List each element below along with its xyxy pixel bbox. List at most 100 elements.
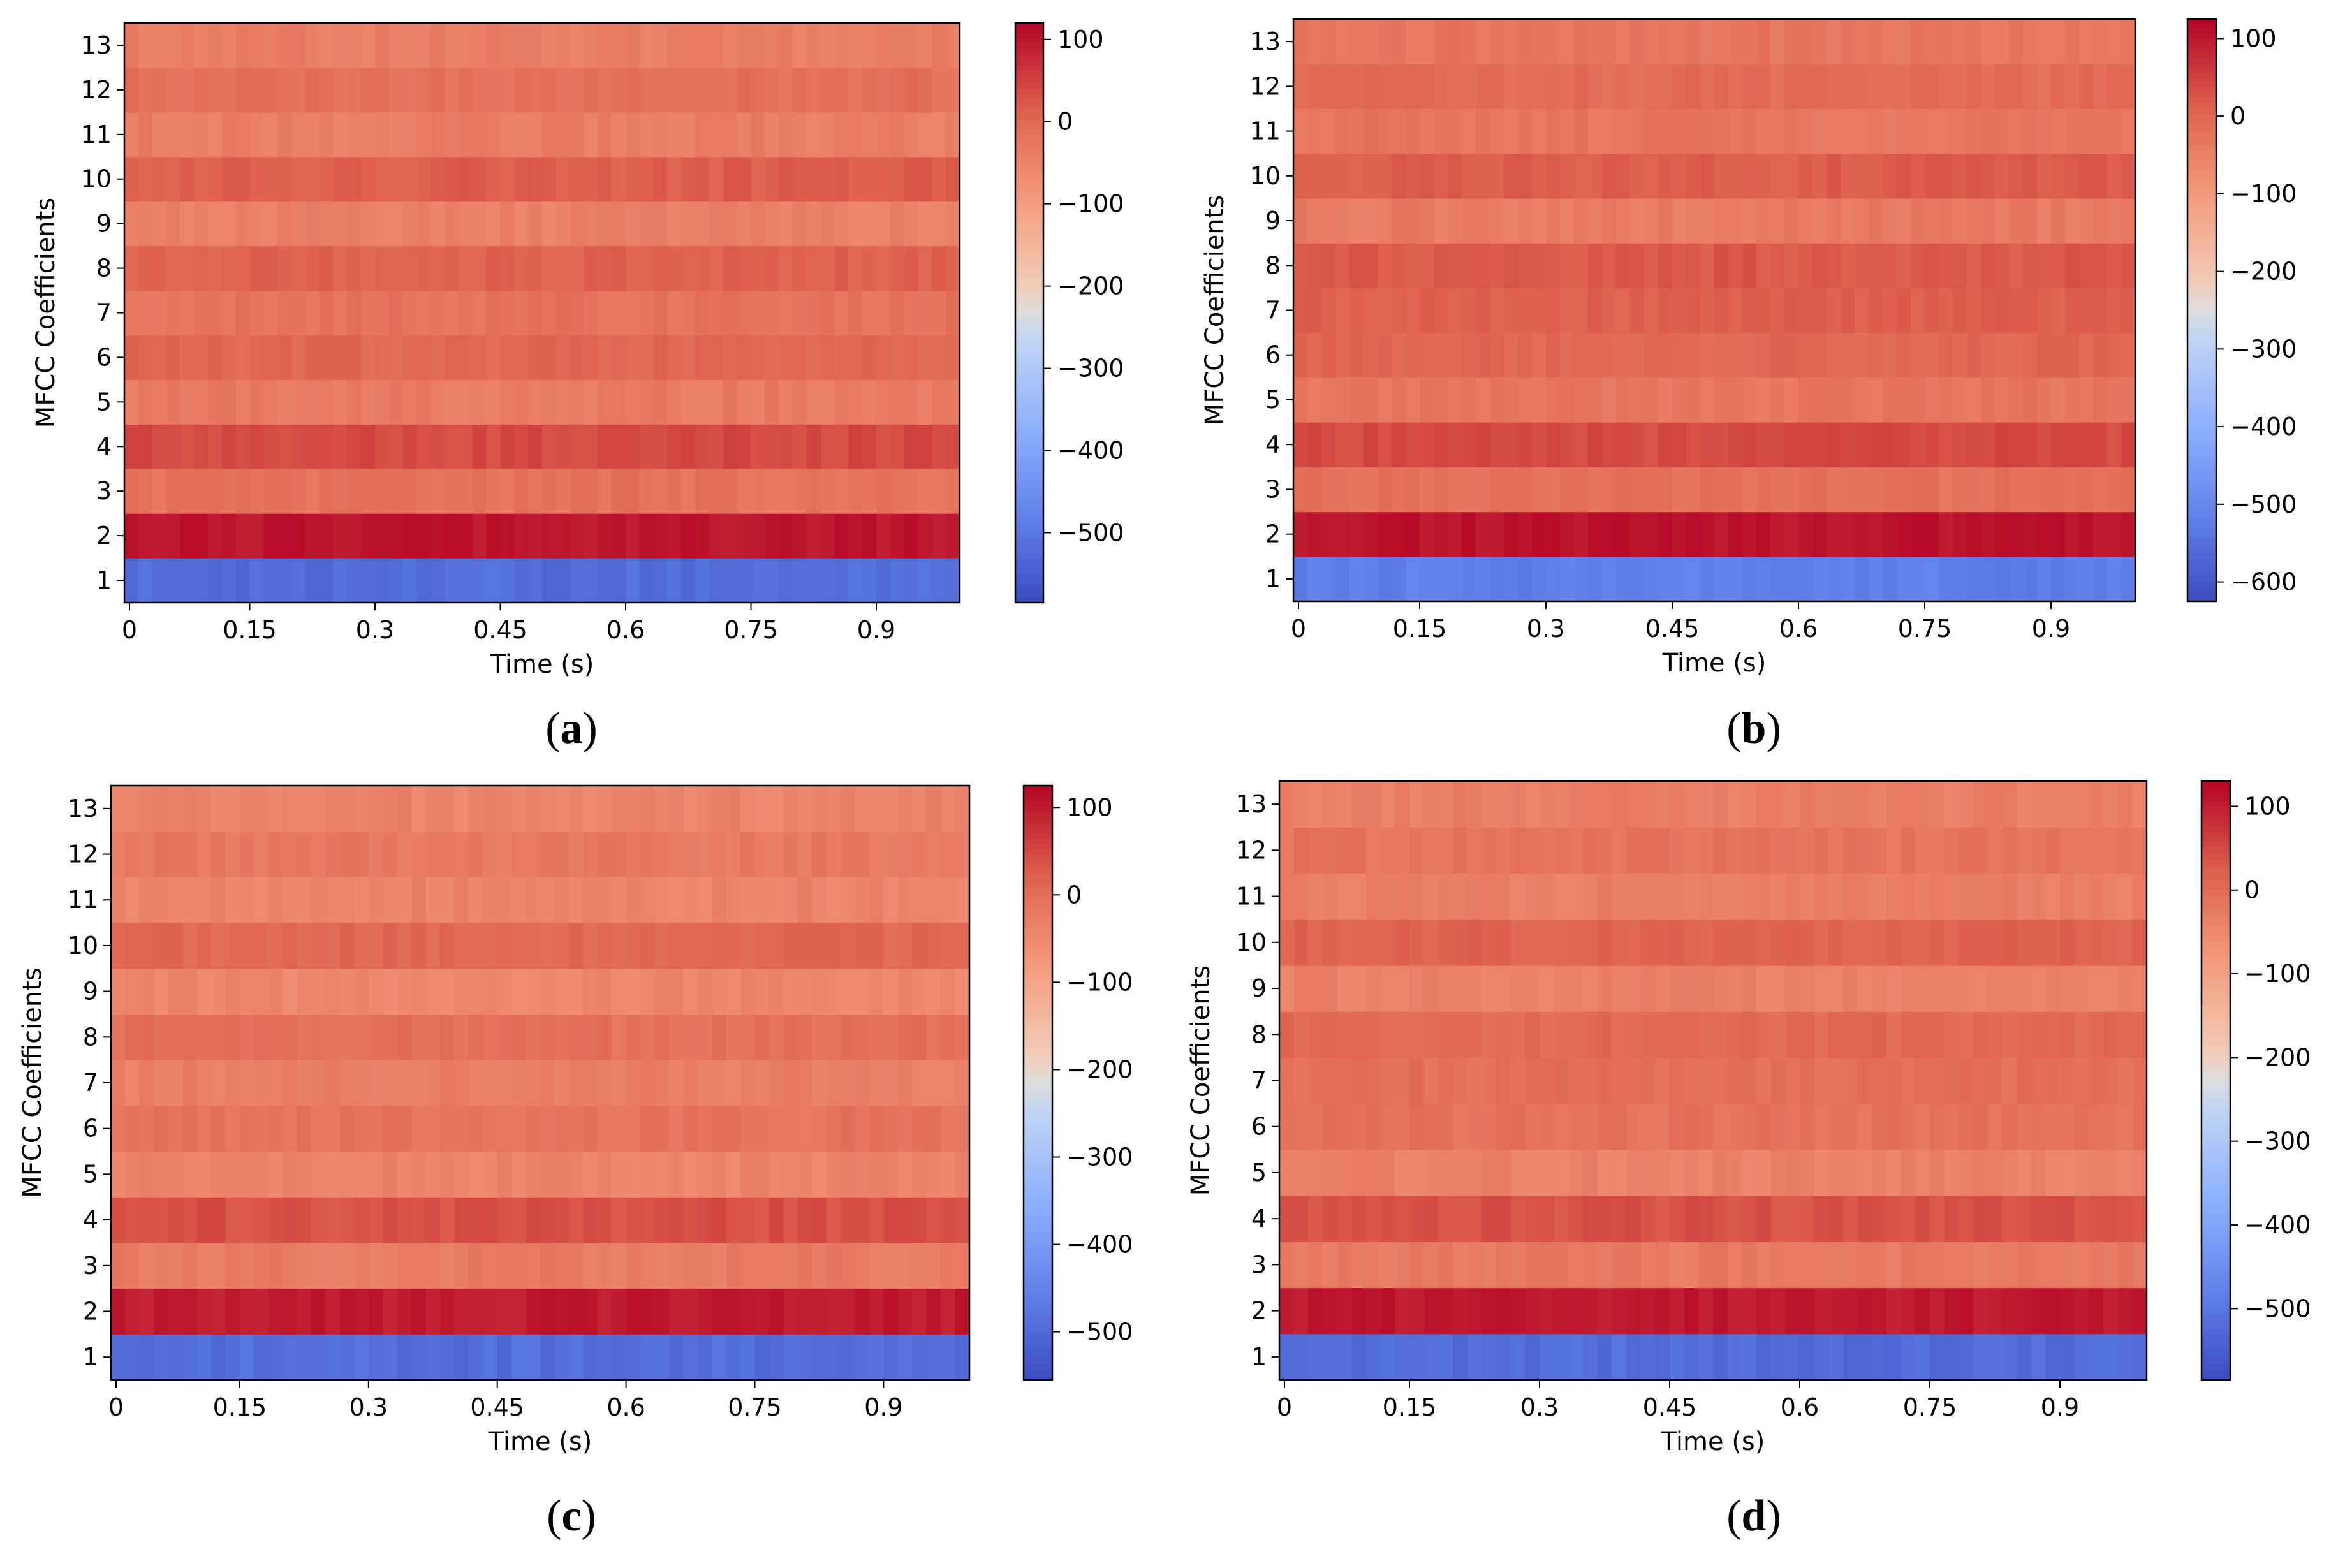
colorbar-segment: [1015, 457, 1043, 464]
colorbar-segment: [2202, 946, 2230, 951]
heatmap-cell: [1959, 1196, 1974, 1242]
colorbar-segment: [2202, 1025, 2230, 1032]
heatmap-cell: [1616, 288, 1631, 333]
colorbar-segment: [1015, 419, 1043, 425]
colorbar-segment: [2202, 1045, 2230, 1051]
heatmap-cell: [325, 1014, 341, 1060]
heatmap-cell: [388, 469, 404, 514]
heatmap-cell: [1308, 1196, 1323, 1242]
colorbar-segment: [1015, 307, 1043, 314]
heatmap-cell: [1987, 1287, 2003, 1335]
heatmap-cell: [1476, 19, 1490, 64]
heatmap-cell: [1785, 1242, 1800, 1289]
heatmap-cell: [1911, 511, 1925, 557]
heatmap-cell: [225, 1014, 240, 1060]
heatmap-cell: [263, 335, 278, 380]
heatmap-cell: [1973, 1057, 1989, 1104]
heatmap-cell: [1843, 1242, 1858, 1289]
heatmap-cell: [2093, 19, 2108, 64]
heatmap-cell: [235, 558, 251, 603]
heatmap-cell: [855, 1334, 870, 1381]
colorbar-segment: [2202, 891, 2230, 897]
heatmap-cell: [1686, 377, 1701, 423]
heatmap-cell: [862, 112, 877, 158]
heatmap-cell: [1987, 781, 2003, 828]
heatmap-cell: [570, 245, 585, 291]
heatmap-cell: [182, 1197, 198, 1243]
heatmap-cell: [1714, 511, 1729, 557]
colorbar-segment: [2187, 111, 2216, 117]
heatmap-cell: [208, 558, 223, 603]
heatmap-cell: [883, 1288, 899, 1335]
heatmap-cell: [555, 23, 571, 68]
heatmap-cell: [2031, 1057, 2046, 1104]
heatmap-cell: [325, 1151, 341, 1198]
heatmap-cell: [1560, 422, 1575, 467]
colorbar-tick-label: −500: [1057, 518, 1124, 546]
heatmap-cell: [542, 245, 557, 291]
heatmap-cell: [1886, 1196, 1902, 1242]
heatmap-cell: [154, 786, 169, 832]
heatmap-cell: [2103, 1196, 2119, 1242]
heatmap-cell: [497, 968, 512, 1015]
heatmap-cell: [339, 1288, 355, 1335]
colorbar-tick-label: −500: [2230, 490, 2297, 518]
heatmap-cell: [876, 290, 891, 336]
colorbar-segment: [2202, 1085, 2230, 1091]
colorbar-segment: [1024, 1201, 1052, 1207]
heatmap-cell: [430, 201, 445, 247]
heatmap-cell: [723, 424, 738, 469]
heatmap-cell: [1713, 781, 1728, 828]
heatmap-cell: [439, 1334, 455, 1381]
colorbar-tick-label: 100: [1057, 26, 1104, 54]
colorbar-segment: [2202, 911, 2230, 917]
heatmap-cell: [1973, 1333, 1989, 1381]
colorbar-segment: [2202, 1140, 2230, 1147]
heatmap-cell: [1510, 1196, 1526, 1242]
heatmap-cell: [430, 424, 445, 469]
heatmap-cell: [354, 968, 369, 1015]
x-tick-label: 0.9: [864, 1393, 902, 1421]
heatmap-cell: [1798, 64, 1813, 110]
heatmap-cell: [1742, 1196, 1757, 1242]
heatmap-cell: [941, 1105, 956, 1152]
heatmap-cell: [1655, 1057, 1670, 1104]
colorbar-segment: [2202, 1010, 2230, 1016]
heatmap-cell: [291, 469, 306, 514]
heatmap-cell: [751, 513, 765, 559]
heatmap-cell: [1366, 965, 1381, 1012]
heatmap-cell: [1857, 1011, 1872, 1058]
colorbar-segment: [1015, 192, 1043, 198]
heatmap-cell: [368, 877, 383, 923]
colorbar-segment: [1015, 57, 1043, 62]
colorbar-segment: [2187, 267, 2216, 272]
heatmap-cell: [890, 513, 905, 559]
heatmap-cell: [1714, 19, 1729, 64]
heatmap-cell: [1351, 965, 1367, 1012]
heatmap-cell: [196, 877, 212, 923]
heatmap-cell: [208, 156, 223, 202]
heatmap-cell: [1476, 198, 1490, 244]
colorbar-segment: [1024, 1092, 1052, 1099]
heatmap-cell: [897, 1105, 913, 1152]
heatmap-cell: [1293, 332, 1308, 378]
heatmap-cell: [654, 1288, 670, 1335]
x-tick-label: 0.15: [1383, 1393, 1437, 1421]
heatmap-cell: [754, 831, 770, 877]
heatmap-cell: [297, 923, 312, 969]
heatmap-cell: [225, 1060, 240, 1106]
colorbar-segment: [1024, 1028, 1052, 1034]
heatmap-cell: [500, 513, 515, 559]
heatmap-cell: [812, 786, 827, 832]
heatmap-cell: [1307, 556, 1322, 602]
heatmap-cell: [855, 968, 870, 1015]
heatmap-cell: [626, 1288, 641, 1335]
heatmap-cell: [2060, 1149, 2075, 1196]
heatmap-cell: [841, 1060, 856, 1106]
heatmap-cell: [1756, 873, 1772, 920]
heatmap-cell: [848, 23, 863, 68]
heatmap-cell: [2031, 1287, 2046, 1335]
heatmap-cell: [139, 1288, 154, 1335]
heatmap-cell: [1349, 288, 1364, 333]
